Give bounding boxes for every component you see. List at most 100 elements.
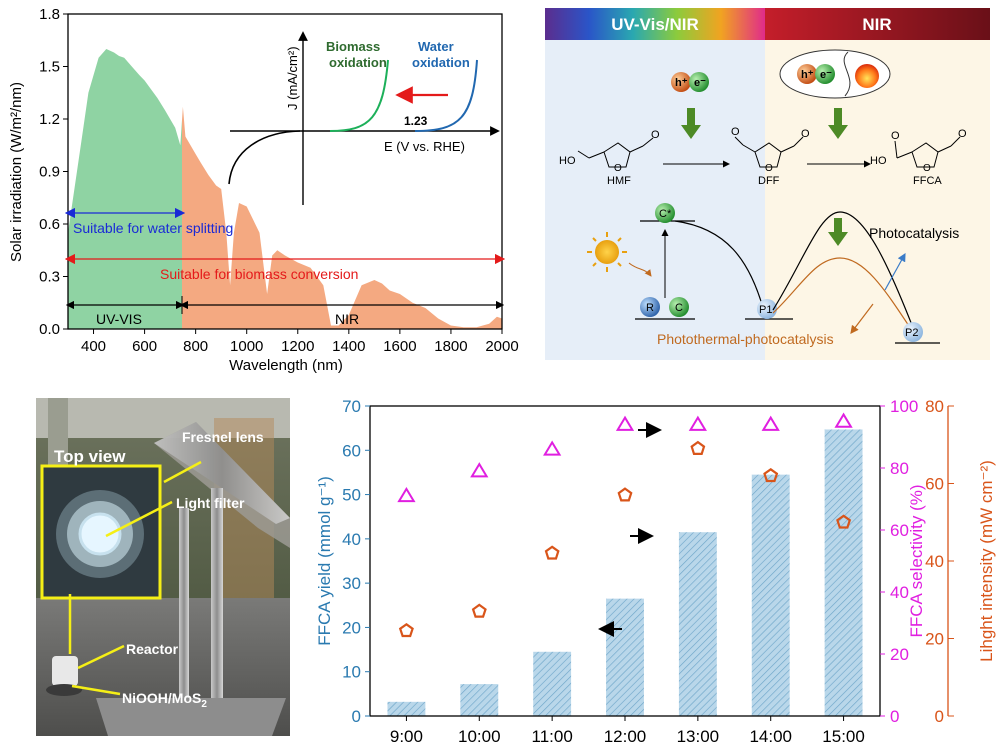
yield-bar — [824, 429, 863, 716]
svg-text:P1: P1 — [759, 304, 772, 316]
y-tick-label: 1.2 — [39, 111, 60, 128]
svg-text:C: C — [675, 302, 683, 314]
svg-text:e⁻: e⁻ — [694, 77, 706, 89]
reaction-scheme: UV-Vis/NIR NIR h⁺ e⁻ h⁺ e⁻ HO O O HMF O — [545, 8, 990, 360]
x-tick-label: 9:00 — [390, 727, 423, 746]
selectivity-y-label: FFCA selectivity (%) — [907, 484, 926, 637]
x-tick-label: 11:00 — [532, 727, 573, 746]
inset-y-label: J (mA/cm²) — [285, 46, 300, 110]
x-tick-label: 1600 — [383, 338, 416, 355]
biomass-curve — [329, 59, 389, 132]
axis-pointer-arrows — [598, 422, 662, 637]
heat-icon — [855, 64, 879, 88]
carrier-pair-right: h⁺ e⁻ — [779, 49, 891, 99]
intensity-tick-label: 80 — [925, 397, 944, 416]
water-curve — [414, 59, 478, 132]
x-tick-label: 1800 — [434, 338, 467, 355]
nir-spectrum-area — [182, 106, 502, 329]
photothermal-barrier — [772, 257, 918, 339]
intensity-point — [836, 514, 852, 529]
molecule-dff-label: DFF — [758, 175, 780, 187]
svg-text:O: O — [801, 128, 810, 140]
selectivity-point — [834, 412, 853, 428]
yield-tick-label: 10 — [342, 663, 361, 682]
green-arrow-right — [828, 108, 848, 139]
stand-post-2 — [211, 488, 223, 698]
top-view-label: Top view — [54, 447, 126, 466]
x-tick-label: 400 — [81, 338, 106, 355]
solar-spectrum-chart: 400 600 800 1000 1200 1400 1600 1800 2000 0.0 0.3 0… — [8, 6, 519, 374]
yield-tick-label: 30 — [342, 574, 361, 593]
intensity-point — [763, 467, 779, 483]
state-c — [669, 297, 689, 317]
x-tick-label: 800 — [183, 338, 208, 355]
fresnel-lens-label: Fresnel lens — [182, 429, 264, 445]
base-tray — [96, 698, 286, 736]
leader-catalyst — [71, 684, 121, 696]
svg-text:O: O — [923, 163, 931, 174]
svg-text:R: R — [646, 302, 654, 314]
intensity-point — [398, 622, 414, 638]
intensity-tick-label: 40 — [925, 552, 944, 571]
molecule-ffca-label: FFCA — [913, 175, 942, 187]
photothermal-label: Photothermal-photocatalysis — [657, 331, 834, 347]
biomass-label-1: Biomass — [326, 39, 380, 54]
photocatalysis-pointer — [884, 252, 906, 291]
yield-y-label: FFCA yield (mmol g⁻¹) — [315, 476, 334, 646]
photothermal-pointer — [850, 303, 874, 334]
selectivity-point — [688, 415, 707, 431]
y-tick-label: 0.3 — [39, 269, 60, 286]
je-inset: J (mA/cm²) E (V vs. RHE) Biomass oxidati… — [228, 31, 500, 205]
inset-x-label: E (V vs. RHE) — [384, 139, 465, 154]
intensity-tick-label: 0 — [935, 707, 944, 726]
yield-bar — [460, 684, 499, 716]
yield-bar — [678, 532, 717, 716]
intensity-y-label: Lihght intensity (mW cm⁻²) — [977, 460, 996, 662]
selectivity-point — [470, 462, 489, 478]
svg-text:HO: HO — [870, 155, 887, 167]
selectivity-tick-label: 100 — [890, 397, 918, 416]
x-tick-label: 14:00 — [749, 727, 792, 746]
yield-tick-label: 70 — [342, 397, 361, 416]
x-tick-label: 12:00 — [604, 727, 647, 746]
state-p1 — [757, 299, 777, 319]
inset-base-curve — [228, 130, 301, 185]
water-label-1: Water — [418, 39, 454, 54]
ffca-yield-chart: 9:00 10:00 11:00 12:00 13:00 14:00 15:00 0 10 20 3… — [315, 397, 996, 746]
water-label-2: oxidation — [412, 55, 470, 70]
intensity-tick-label: 20 — [925, 630, 944, 649]
selectivity-tick-label: 60 — [890, 521, 909, 540]
nir-header — [765, 8, 990, 40]
region-nir-label: NIR — [335, 311, 359, 327]
svg-text:e⁻: e⁻ — [820, 69, 832, 81]
region-uvvis-label: UV-VIS — [96, 311, 142, 327]
stand-post-1 — [179, 508, 189, 698]
barrier-lowering-arrow — [828, 218, 848, 246]
leader-reactor — [77, 644, 125, 670]
intensity-point — [471, 603, 487, 618]
yield-tick-label: 0 — [352, 707, 361, 726]
yield-tick-label: 50 — [342, 486, 361, 505]
carrier-pair-left: h⁺ e⁻ — [671, 72, 709, 92]
spectrum-x-label: Wavelength (nm) — [229, 357, 343, 374]
svg-text:HO: HO — [559, 155, 576, 167]
selectivity-tick-label: 0 — [890, 707, 899, 726]
leader-filter — [105, 500, 173, 538]
yield-bar — [387, 701, 426, 716]
light-filter-label: Light filter — [176, 495, 245, 511]
header-nir-label: NIR — [862, 15, 891, 34]
yield-bar — [533, 651, 572, 716]
intensity-point — [544, 545, 560, 560]
y-tick-label: 0.9 — [39, 164, 60, 181]
svg-text:P2: P2 — [905, 327, 918, 339]
spectrum-y-label: Solar irradiation (W/m²/nm) — [8, 82, 25, 262]
x-tick-label: 2000 — [485, 338, 518, 355]
water-splitting-label: Suitable for water splitting — [73, 220, 233, 236]
y-tick-label: 0.6 — [39, 216, 60, 233]
sun-icon — [587, 232, 627, 272]
x-tick-label: 600 — [132, 338, 157, 355]
biomass-label-2: oxidation — [329, 55, 387, 70]
photocatalysis-label: Photocatalysis — [869, 225, 959, 241]
selectivity-point — [543, 440, 562, 456]
selectivity-point — [397, 486, 416, 503]
